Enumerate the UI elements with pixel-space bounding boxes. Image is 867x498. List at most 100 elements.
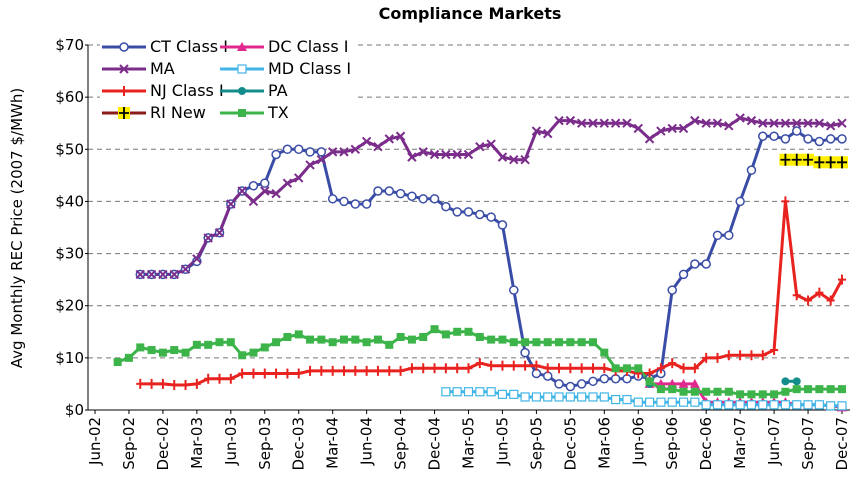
- marker: [395, 131, 406, 141]
- y-tick-label: $70: [55, 36, 84, 54]
- marker: [644, 397, 655, 407]
- marker: [192, 254, 202, 264]
- y-tick-label: $0: [65, 401, 84, 419]
- marker: [656, 385, 665, 394]
- marker: [452, 387, 462, 397]
- marker: [170, 379, 179, 390]
- marker: [644, 134, 655, 144]
- marker: [294, 173, 304, 183]
- marker: [781, 377, 790, 386]
- marker: [407, 191, 417, 201]
- marker: [746, 115, 757, 126]
- marker: [702, 387, 711, 396]
- marker: [667, 285, 677, 295]
- marker: [113, 358, 122, 367]
- marker: [272, 368, 281, 379]
- marker: [306, 335, 315, 344]
- marker: [463, 207, 474, 217]
- marker: [565, 115, 576, 126]
- chart-title: Compliance Markets: [379, 4, 562, 23]
- marker: [373, 141, 383, 152]
- marker: [690, 397, 700, 407]
- marker: [497, 220, 508, 230]
- marker: [226, 373, 235, 384]
- x-tick-label: Dec-04: [426, 417, 444, 471]
- marker: [497, 389, 508, 399]
- marker: [599, 118, 610, 128]
- marker: [316, 147, 327, 157]
- marker: [373, 186, 383, 196]
- marker: [645, 368, 654, 379]
- marker: [712, 230, 723, 241]
- marker: [735, 196, 745, 207]
- marker: [803, 134, 813, 144]
- marker: [237, 42, 247, 51]
- marker: [531, 368, 542, 379]
- marker: [180, 264, 191, 274]
- marker: [758, 118, 768, 128]
- marker: [679, 387, 688, 396]
- marker: [780, 400, 791, 410]
- marker: [272, 338, 281, 347]
- marker: [362, 338, 371, 347]
- marker: [802, 153, 815, 166]
- marker: [146, 269, 157, 280]
- legend-label: MA: [150, 59, 175, 78]
- marker: [543, 128, 553, 139]
- marker: [589, 363, 597, 374]
- marker: [713, 352, 722, 363]
- marker: [238, 368, 247, 379]
- marker: [192, 378, 201, 389]
- marker: [566, 363, 575, 374]
- marker: [430, 325, 439, 334]
- marker: [747, 390, 756, 399]
- marker: [531, 392, 542, 402]
- marker: [181, 379, 190, 390]
- marker: [509, 338, 518, 347]
- marker: [418, 147, 428, 157]
- marker: [170, 346, 179, 355]
- marker: [136, 343, 145, 352]
- marker: [792, 118, 802, 128]
- marker: [633, 123, 643, 134]
- x-tick-label: Sep-06: [663, 417, 681, 470]
- marker: [204, 373, 213, 384]
- legend-label: DC Class I: [268, 37, 348, 56]
- marker: [475, 209, 485, 220]
- marker: [249, 368, 258, 379]
- marker: [486, 212, 496, 222]
- marker: [158, 348, 167, 357]
- marker: [147, 346, 156, 355]
- marker: [441, 363, 450, 374]
- marker: [226, 199, 236, 209]
- marker: [554, 115, 564, 126]
- marker: [158, 269, 168, 280]
- marker: [283, 368, 292, 379]
- x-tick-label: Jun-03: [222, 417, 240, 466]
- marker: [384, 134, 394, 144]
- marker: [373, 365, 382, 376]
- marker: [724, 230, 734, 241]
- marker: [238, 87, 246, 95]
- marker: [724, 387, 733, 396]
- marker: [351, 365, 360, 376]
- marker: [350, 144, 361, 154]
- legend-item: NJ Class I: [102, 81, 224, 100]
- marker: [622, 118, 632, 128]
- marker: [791, 126, 802, 136]
- marker: [701, 259, 711, 269]
- marker-cross: [803, 153, 814, 166]
- marker: [475, 333, 484, 341]
- marker: [340, 335, 348, 344]
- marker: [554, 392, 564, 402]
- marker: [226, 338, 235, 347]
- marker: [712, 118, 723, 128]
- y-tick-label: $10: [55, 349, 84, 367]
- marker: [735, 400, 745, 410]
- marker: [690, 363, 699, 374]
- marker: [282, 178, 293, 188]
- x-tick-label: Jun-04: [358, 417, 376, 466]
- marker: [395, 188, 406, 199]
- marker: [486, 387, 496, 397]
